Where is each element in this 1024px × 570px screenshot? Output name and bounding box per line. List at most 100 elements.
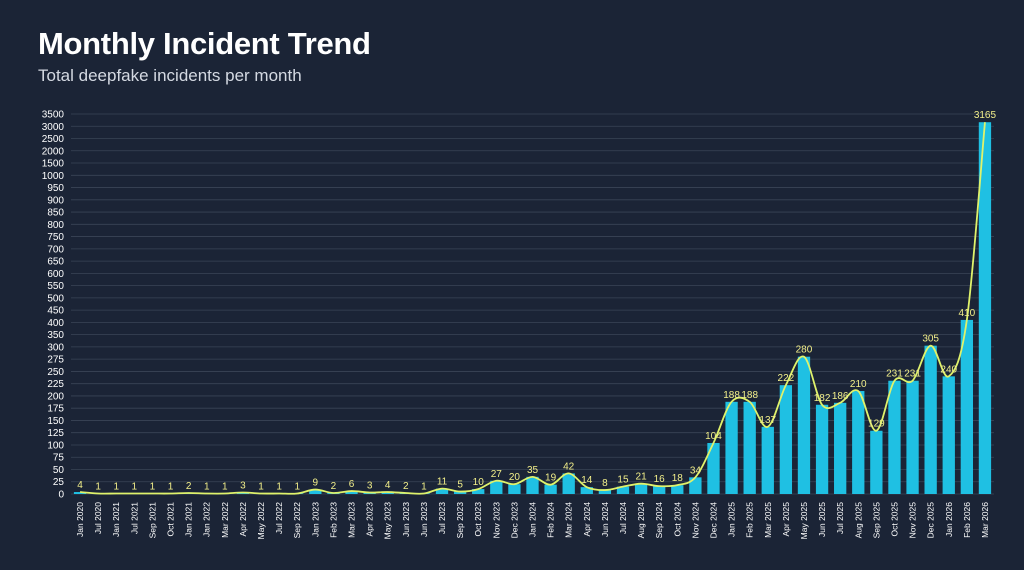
data-label: 19 [545,473,557,484]
y-tick-label: 50 [53,465,65,476]
bar [453,491,467,494]
data-label: 6 [349,479,355,490]
x-tick-label: Sep 2024 [654,502,664,539]
bar [942,376,955,494]
x-tick-label: Oct 2024 [672,502,682,537]
x-tick-label: Sep 2022 [292,502,302,539]
x-tick-label: Jul 2022 [274,502,284,534]
x-tick-label: Sep 2025 [871,502,881,539]
x-tick-label: Mar 2022 [220,502,230,538]
x-tick-label: Jun 2025 [817,502,827,537]
bar [924,345,937,494]
bar [490,480,503,494]
x-tick-label: Jul 2021 [129,502,139,534]
bar [815,404,829,494]
data-label: 222 [778,373,795,384]
data-label: 1 [113,482,119,493]
data-label: 1 [276,482,282,493]
data-label: 5 [457,480,463,491]
bar [309,489,322,494]
y-tick-label: 650 [47,257,64,268]
x-tick-label: Mar 2026 [980,502,990,538]
bar [472,489,485,494]
y-tick-label: 1000 [42,171,65,182]
x-tick-label: Jul 2020 [93,502,103,534]
x-tick-label: May 2023 [383,502,393,540]
y-tick-label: 550 [47,281,64,292]
x-tick-label: Nov 2023 [491,502,501,539]
x-tick-label: Feb 2024 [546,502,556,538]
x-tick-label: Sep 2021 [147,502,157,539]
x-tick-label: Jun 2023 [419,502,429,537]
y-tick-label: 350 [47,330,64,341]
y-tick-label: 950 [47,183,64,194]
data-label: 186 [832,391,849,402]
y-tick-label: 2000 [42,146,65,157]
x-tick-label: Jul 2024 [618,502,628,534]
y-tick-label: 500 [47,293,64,304]
x-tick-label: Dec 2025 [926,502,936,539]
x-tick-label: Apr 2025 [781,502,791,537]
x-tick-label: Oct 2021 [166,502,176,537]
x-tick-label: Jan 2023 [310,502,320,537]
x-tick-label: Feb 2023 [328,502,338,538]
data-label: 129 [868,419,885,430]
data-label: 2 [331,481,337,492]
data-label: 16 [654,474,666,485]
bar [834,402,847,494]
x-tick-label: Apr 2023 [365,502,375,537]
x-tick-label: Jan 2022 [202,502,212,537]
y-tick-label: 400 [47,318,64,329]
y-tick-label: 0 [58,490,64,501]
x-tick-label: Jun 2024 [600,502,610,537]
data-label: 1 [204,482,210,493]
y-tick-label: 3000 [42,122,65,133]
x-tick-label: Oct 2023 [473,502,483,537]
bar [544,484,557,494]
x-tick-label: Jan 2025 [727,502,737,537]
data-label: 10 [473,477,485,488]
data-label: 21 [636,472,648,483]
bar [580,487,593,494]
x-tick-label: May 2025 [799,502,809,540]
data-label: 305 [922,334,939,345]
bars [73,122,992,495]
y-tick-label: 800 [47,220,64,231]
data-label: 231 [886,369,903,380]
x-tick-label: Jan 2026 [944,502,954,537]
data-label: 1 [421,482,427,493]
data-label: 188 [723,390,740,401]
data-label: 18 [672,473,684,484]
x-tick-label: Apr 2022 [238,502,248,537]
y-tick-label: 150 [47,416,64,427]
data-label: 3 [367,481,373,492]
bar [653,486,666,494]
x-tick-label: Jan 2024 [528,502,538,537]
data-label: 14 [581,475,593,486]
bar [526,476,539,494]
data-label: 280 [796,345,813,356]
x-tick-label: Sep 2023 [455,502,465,539]
data-label: 104 [705,431,722,442]
bar [870,430,883,494]
y-tick-label: 2500 [42,134,65,145]
x-tick-label: Mar 2023 [347,502,357,538]
data-label: 20 [509,472,521,483]
x-tick-label: Jun 2023 [401,502,411,537]
y-tick-label: 175 [47,404,64,415]
x-tick-label: Feb 2026 [962,502,972,538]
y-tick-label: 450 [47,306,64,317]
y-tick-label: 300 [47,342,64,353]
data-label: 1 [222,482,228,493]
x-tick-label: Aug 2025 [853,502,863,539]
bar [381,492,394,494]
data-label: 2 [186,481,192,492]
bar [598,490,612,494]
data-label: 4 [77,480,83,491]
bar [960,319,974,494]
x-tick-label: Feb 2025 [745,502,755,538]
bar [797,356,811,494]
data-label: 210 [850,379,867,390]
x-tick-label: Jul 2025 [835,502,845,534]
